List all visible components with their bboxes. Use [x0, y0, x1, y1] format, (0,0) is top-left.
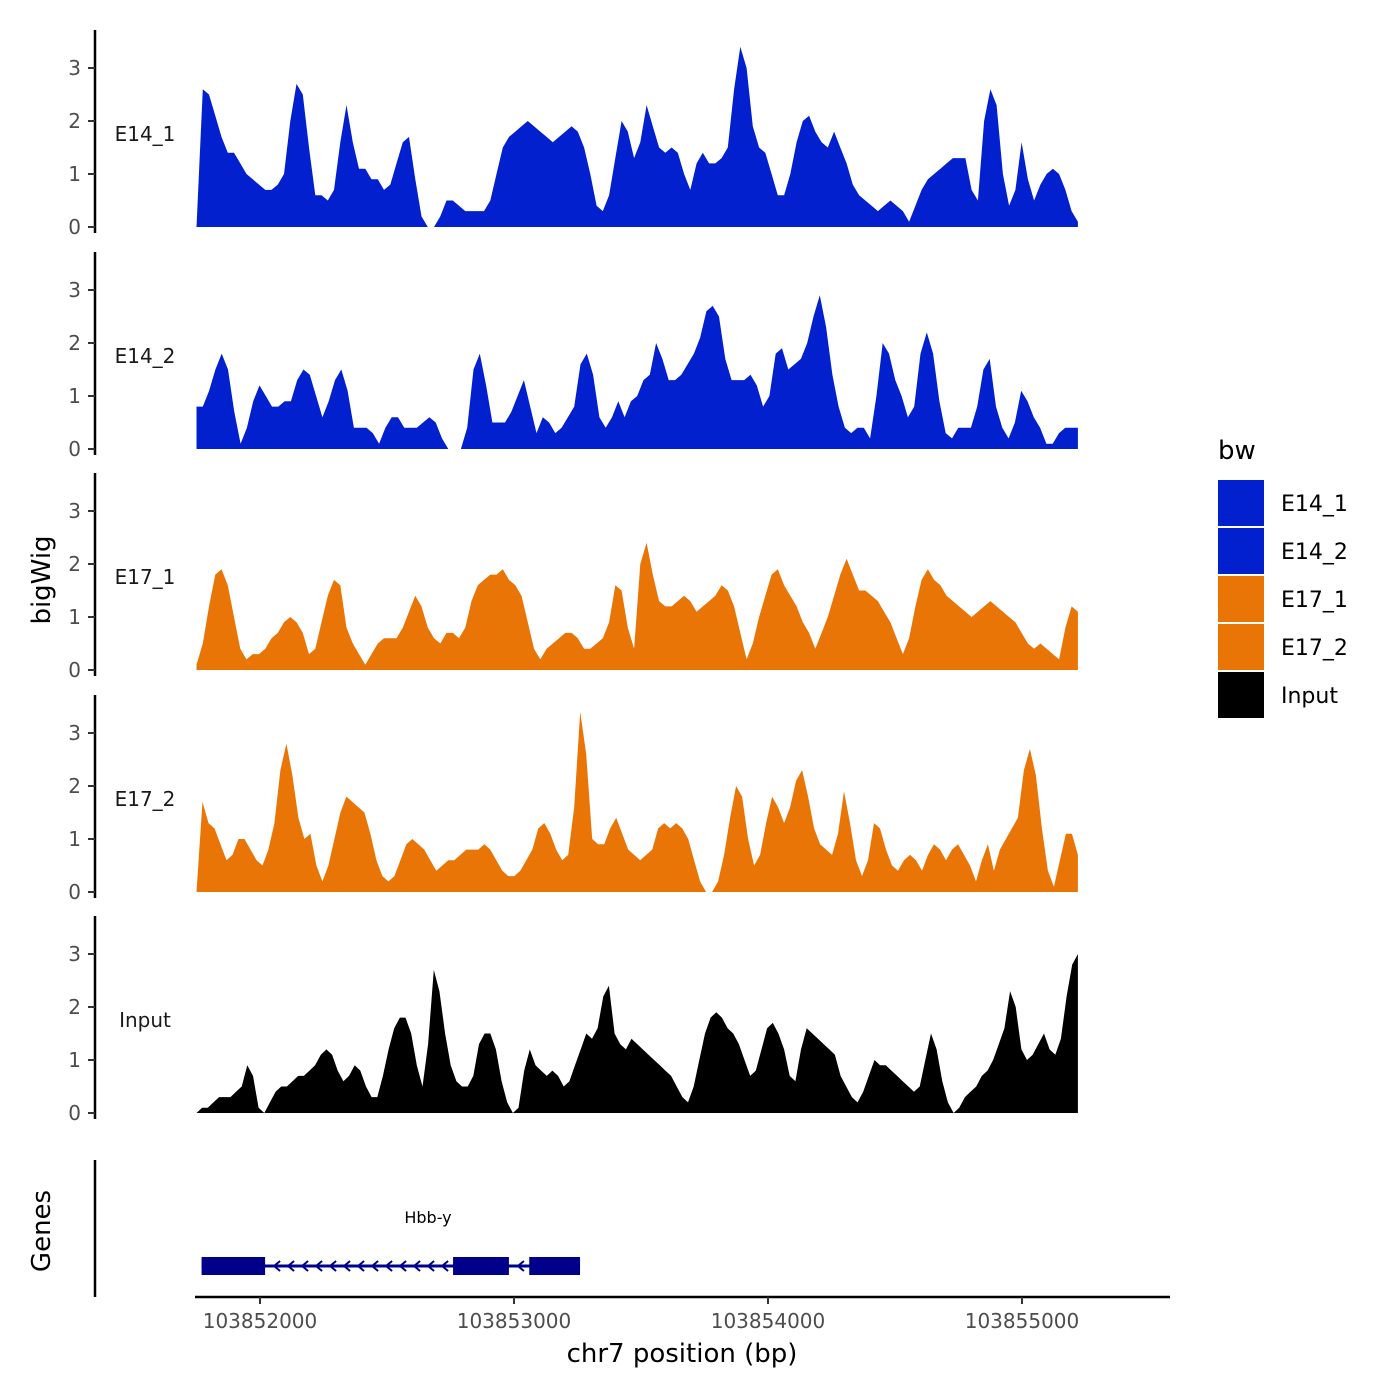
- y-tick-label: 1: [68, 162, 81, 186]
- gene-name-label: Hbb-y: [404, 1208, 451, 1227]
- signal-area-e14-2: [196, 295, 1078, 449]
- y-tick-label: 0: [68, 880, 81, 904]
- legend-label: E17_2: [1281, 636, 1348, 661]
- strand-arrow: [356, 1260, 365, 1272]
- legend-swatch-e14-1: [1218, 480, 1264, 526]
- strand-arrow: [370, 1260, 379, 1272]
- gene-exon: [201, 1257, 266, 1275]
- strand-arrow: [440, 1260, 449, 1272]
- legend-swatch-input: [1218, 672, 1264, 718]
- y-tick-label: 2: [68, 774, 81, 798]
- y-tick-label: 3: [68, 942, 81, 966]
- genes-track: Hbb-y: [93, 1160, 581, 1297]
- strand-arrow: [272, 1260, 281, 1272]
- signal-area-e17-1: [196, 542, 1078, 670]
- legend: bw E14_1 E14_2 E17_1 E17_2 Input: [1218, 436, 1348, 718]
- y-tick-label: 3: [68, 721, 81, 745]
- y-tick-label: 2: [68, 109, 81, 133]
- y-tick-label: 2: [68, 331, 81, 355]
- y-tick-label: 3: [68, 499, 81, 523]
- track-label: E17_1: [115, 565, 176, 589]
- track-label: E14_2: [115, 344, 176, 368]
- signal-area-input: [196, 954, 1078, 1113]
- track-label: E17_2: [115, 787, 176, 811]
- strand-arrow: [328, 1260, 337, 1272]
- y-tick-label: 1: [68, 605, 81, 629]
- y-tick-label: 3: [68, 56, 81, 80]
- y-tick-label: 0: [68, 1101, 81, 1125]
- legend-label: E17_1: [1281, 588, 1348, 613]
- y-tick-label: 0: [68, 437, 81, 461]
- x-axis: 103852000 103853000 103854000 103855000: [195, 1295, 1170, 1333]
- x-axis-title: chr7 position (bp): [567, 1339, 798, 1369]
- legend-swatch-e17-1: [1218, 576, 1264, 622]
- gene-exon: [529, 1257, 581, 1275]
- signal-tracks: 0 1 2 3 E14_1 0 1 2 3 E14_2 0 1 2 3 E17_1 0 1 2 3 E17_2 0 1 2 3…: [68, 30, 1078, 1125]
- legend-label: Input: [1281, 684, 1338, 709]
- track-e17-1: 0 1 2 3 E17_1: [68, 473, 1078, 682]
- y-tick-label: 1: [68, 384, 81, 408]
- y-tick-label: 0: [68, 215, 81, 239]
- strand-arrow: [426, 1260, 435, 1272]
- strand-arrow: [300, 1260, 309, 1272]
- gene-exon: [453, 1257, 509, 1275]
- legend-label: E14_2: [1281, 540, 1348, 565]
- x-tick-label: 103853000: [457, 1309, 572, 1333]
- strand-arrow: [516, 1260, 525, 1272]
- track-e14-1: 0 1 2 3 E14_1: [68, 30, 1078, 239]
- x-tick-label: 103852000: [203, 1309, 318, 1333]
- track-label: E14_1: [115, 122, 176, 146]
- strand-arrow: [398, 1260, 407, 1272]
- signal-area-e14-1: [196, 46, 1078, 227]
- strand-arrow: [342, 1260, 351, 1272]
- x-tick-label: 103854000: [711, 1309, 826, 1333]
- legend-swatch-e17-2: [1218, 624, 1264, 670]
- track-e14-2: 0 1 2 3 E14_2: [68, 252, 1078, 461]
- x-tick-label: 103855000: [965, 1309, 1080, 1333]
- track-e17-2: 0 1 2 3 E17_2: [68, 695, 1078, 904]
- strand-arrow: [314, 1260, 323, 1272]
- strand-arrow: [412, 1260, 421, 1272]
- legend-title: bw: [1218, 436, 1256, 466]
- y-tick-label: 2: [68, 995, 81, 1019]
- y-tick-label: 0: [68, 658, 81, 682]
- track-input: 0 1 2 3 Input: [68, 916, 1078, 1125]
- legend-swatch-e14-2: [1218, 528, 1264, 574]
- genes-axis-title: Genes: [27, 1190, 57, 1272]
- signal-area-e17-2: [196, 711, 1078, 892]
- track-label: Input: [119, 1008, 171, 1032]
- strand-arrow: [384, 1260, 393, 1272]
- y-tick-label: 3: [68, 278, 81, 302]
- y-tick-label: 1: [68, 1048, 81, 1072]
- y-axis-title: bigWig: [27, 535, 57, 624]
- strand-arrow: [286, 1260, 295, 1272]
- gene-hbb-y: Hbb-y: [201, 1208, 581, 1275]
- y-tick-label: 2: [68, 552, 81, 576]
- legend-label: E14_1: [1281, 492, 1348, 517]
- y-tick-label: 1: [68, 827, 81, 851]
